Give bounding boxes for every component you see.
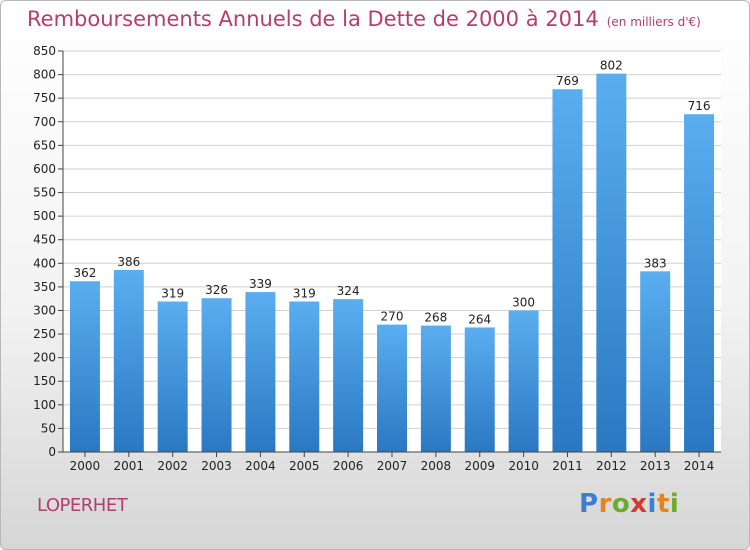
bar-2002 [157, 301, 188, 452]
y-tick-label: 50 [41, 421, 56, 435]
x-tick-label: 2003 [201, 459, 232, 473]
data-label: 300 [512, 295, 535, 309]
y-tick-label: 0 [48, 445, 56, 459]
bar-2010 [508, 310, 539, 452]
bar-2009 [464, 327, 495, 452]
logo-letter: P [579, 489, 599, 519]
x-tick-label: 2013 [640, 459, 671, 473]
commune-name: LOPERHET [37, 495, 128, 516]
data-label: 324 [337, 284, 360, 298]
bar-2012 [596, 73, 627, 452]
x-tick-label: 2011 [552, 459, 583, 473]
x-tick-label: 2001 [114, 459, 145, 473]
y-tick-label: 150 [33, 374, 56, 388]
y-tick-label: 550 [33, 186, 56, 200]
y-tick-label: 750 [33, 91, 56, 105]
logo-letter: t [656, 489, 670, 519]
bar-2001 [113, 269, 144, 452]
data-label: 319 [161, 287, 184, 301]
y-tick-label: 200 [33, 351, 56, 365]
y-tick-label: 600 [33, 162, 56, 176]
bar-2004 [245, 292, 276, 452]
bar-2013 [640, 271, 671, 452]
labels: 0 50 100 150 200 250 300 350 400 450 500 550 600 650 7… [33, 44, 714, 473]
y-tick-label: 700 [33, 115, 56, 129]
y-tick-label: 250 [33, 327, 56, 341]
data-label: 362 [73, 266, 96, 280]
bars [69, 73, 715, 453]
x-tick-label: 2009 [464, 459, 495, 473]
bar-2000 [69, 281, 100, 452]
y-tick-label: 100 [33, 398, 56, 412]
y-tick-label: 500 [33, 209, 56, 223]
y-tick-label: 350 [33, 280, 56, 294]
bar-2008 [420, 325, 451, 452]
title-text: Remboursements Annuels de la Dette de 20… [27, 7, 599, 31]
chart-title: Remboursements Annuels de la Dette de 20… [27, 7, 701, 31]
data-label: 270 [381, 310, 404, 324]
bar-2003 [201, 298, 232, 452]
data-label: 769 [556, 74, 579, 88]
bar-2007 [377, 324, 407, 452]
data-label: 386 [117, 255, 140, 269]
x-tick-label: 2010 [508, 459, 539, 473]
data-label: 268 [424, 311, 447, 325]
y-tick-label: 650 [33, 138, 56, 152]
y-tick-label: 300 [33, 303, 56, 317]
bar-2011 [552, 89, 583, 452]
proxiti-logo: Proxiti [579, 489, 679, 519]
logo-letter: i [669, 489, 680, 519]
x-tick-label: 2012 [596, 459, 627, 473]
data-label: 319 [293, 287, 316, 301]
x-tick-label: 2014 [684, 459, 715, 473]
bar-2006 [333, 299, 364, 452]
logo-letter: o [611, 489, 631, 519]
data-label: 326 [205, 283, 228, 297]
x-tick-label: 2005 [289, 459, 320, 473]
y-tick-label: 450 [33, 233, 56, 247]
axes [58, 50, 721, 457]
x-tick-label: 2004 [245, 459, 276, 473]
y-tick-label: 850 [33, 44, 56, 58]
logo-letter: x [630, 489, 648, 519]
y-tick-label: 800 [33, 68, 56, 82]
bar-2014 [684, 114, 715, 453]
unit-label: (en milliers d'€) [606, 15, 701, 29]
data-label: 716 [688, 99, 711, 113]
data-label: 339 [249, 277, 272, 291]
logo-letter: r [598, 489, 612, 519]
logo-letter: i [647, 489, 657, 519]
x-tick-label: 2006 [333, 459, 364, 473]
bar-2005 [289, 301, 320, 452]
x-tick-label: 2002 [157, 459, 188, 473]
data-label: 383 [644, 256, 667, 270]
x-tick-label: 2007 [377, 459, 408, 473]
data-label: 264 [468, 312, 491, 326]
y-tick-label: 400 [33, 256, 56, 270]
x-tick-label: 2008 [421, 459, 452, 473]
x-tick-label: 2000 [70, 459, 101, 473]
data-label: 802 [600, 59, 623, 73]
